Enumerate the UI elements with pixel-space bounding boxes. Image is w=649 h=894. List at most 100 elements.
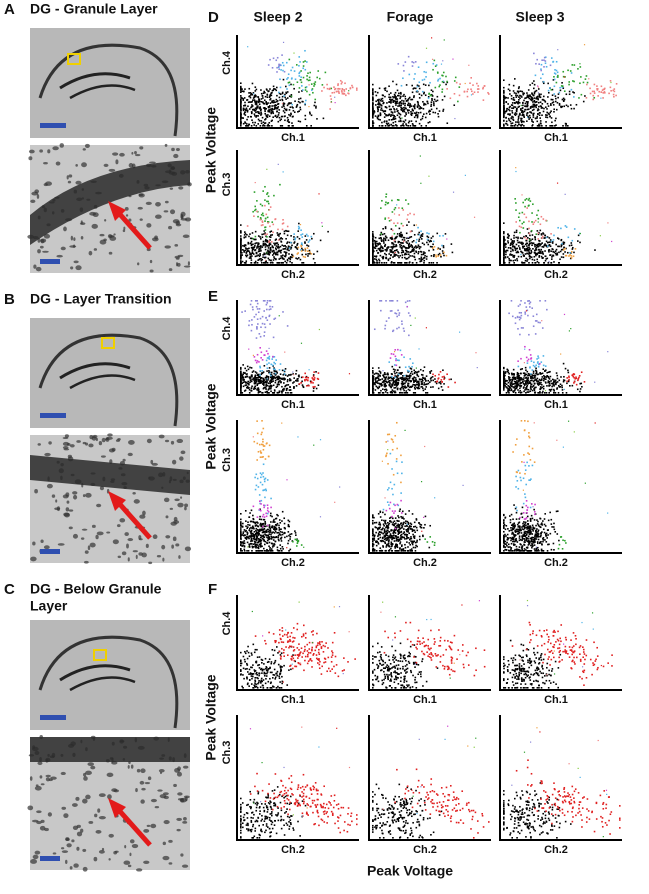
spike-dot [407, 251, 410, 253]
spike-dot [254, 382, 257, 385]
spike-dot [372, 88, 374, 90]
spike-dot [284, 251, 287, 254]
spike-dot [395, 98, 397, 101]
cell [47, 812, 53, 817]
spike-dot [378, 382, 381, 385]
spike-dot [262, 121, 265, 124]
spike-dot [487, 91, 489, 94]
spike-dot [283, 382, 285, 384]
cell [152, 534, 158, 540]
spike-dot [508, 259, 511, 262]
spike-dot [252, 248, 255, 250]
spike-dot [528, 238, 531, 240]
spike-dot [446, 81, 449, 84]
spike-dot [432, 247, 434, 250]
spike-dot [529, 257, 531, 260]
spike-dot [602, 92, 605, 94]
spike-dot [558, 104, 561, 106]
cell [88, 443, 94, 448]
spike-dot [278, 116, 281, 119]
spike-dot [421, 379, 424, 382]
spike-dot [431, 58, 434, 60]
spike-dot [482, 87, 484, 90]
spike-dot [281, 61, 284, 64]
spike-dot [520, 111, 523, 114]
spike-dot [270, 376, 272, 378]
spike-dot [288, 81, 291, 84]
spike-dot [408, 389, 411, 392]
spike-dot [260, 98, 263, 100]
spike-dot [414, 245, 417, 247]
spike-dot [293, 236, 295, 238]
spike-dot [411, 241, 414, 243]
spike-dot [265, 252, 268, 255]
spike-dot [250, 101, 252, 103]
spike-dot [372, 250, 374, 252]
spike-dot [257, 235, 260, 237]
spike-dot [309, 112, 311, 115]
spike-dot [258, 100, 260, 103]
spike-dot [288, 109, 291, 111]
spike-dot [348, 373, 351, 375]
cell [176, 828, 181, 832]
spike-dot [405, 253, 407, 256]
spike-dot [245, 125, 247, 127]
spike-dot [413, 233, 416, 236]
spike-dot [401, 392, 403, 394]
spike-dot [411, 230, 413, 232]
spike-dot [531, 238, 534, 241]
spike-dot [550, 258, 553, 260]
cell [45, 774, 51, 778]
dg-arc [69, 374, 136, 390]
spike-dot [536, 258, 539, 261]
cell [180, 218, 188, 221]
spike-dot [542, 82, 545, 85]
spike-dot [520, 124, 522, 126]
spike-dot [302, 249, 304, 251]
spike-dot [429, 239, 432, 242]
spike-dot [281, 92, 284, 95]
spike-dot [393, 107, 395, 110]
spike-dot [267, 64, 270, 66]
cell [157, 789, 163, 792]
spike-dot [291, 256, 293, 259]
spike-dot [256, 300, 259, 302]
spike-dot [252, 308, 254, 311]
spike-dot [401, 99, 403, 102]
spike-dot [301, 384, 304, 386]
spike-dot [305, 253, 307, 256]
spike-dot [266, 357, 269, 359]
spike-dot [424, 383, 427, 386]
spike-dot [401, 254, 404, 256]
spike-dot [252, 243, 254, 246]
cell [162, 841, 166, 846]
spike-dot [409, 103, 411, 105]
cell [154, 235, 158, 240]
spike-dot [440, 63, 443, 65]
spike-dot [515, 229, 518, 232]
spike-dot [282, 390, 284, 392]
spike-dot [421, 233, 424, 235]
spike-dot [529, 116, 531, 119]
spike-dot [249, 256, 252, 259]
spike-dot [240, 89, 242, 91]
spike-dot [515, 170, 517, 173]
spike-dot [505, 249, 508, 252]
granule-band [30, 737, 190, 762]
spike-dot [304, 114, 307, 117]
spike-dot [372, 99, 374, 102]
spike-dot [308, 239, 311, 241]
spike-dot [454, 76, 457, 79]
spike-dot [390, 300, 393, 302]
spike-dot [275, 59, 278, 62]
spike-dot [402, 120, 405, 123]
spike-dot [273, 88, 275, 90]
spike-dot [409, 245, 411, 248]
spike-dot [259, 245, 261, 248]
spike-dot [372, 109, 374, 112]
spike-dot [379, 112, 382, 114]
spike-dot [514, 123, 517, 126]
spike-dot [270, 109, 273, 112]
spike-dot [284, 247, 287, 250]
spike-dot [392, 379, 395, 381]
